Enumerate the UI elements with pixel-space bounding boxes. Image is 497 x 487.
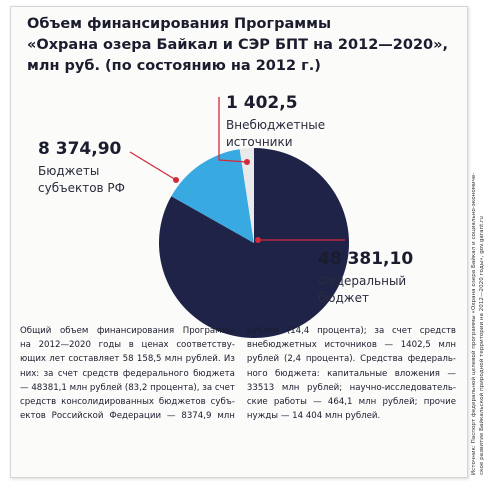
leader-line — [218, 97, 248, 163]
text-line: внебюджетных источников — 1402,5 млн — [246, 340, 456, 351]
text-line: нужды — 14 404 млн рублей. — [246, 411, 381, 422]
pie-slice — [171, 149, 254, 243]
leader-line — [129, 151, 177, 181]
text-line: ного бюджета: капитальные вложения — — [246, 368, 456, 379]
text-line: — 48381,1 млн рублей (83,2 процента), за… — [20, 382, 235, 393]
text-line: ющих лет составляет 58 158,5 млн рублей.… — [20, 354, 235, 365]
leader-dot — [173, 177, 179, 183]
chart-title: Объем финансирования Программы — [27, 16, 331, 32]
text-line: ские работы — 464,1 млн рублей; прочие — [246, 397, 456, 408]
text-column: рублей (14,4 процента); за счет средств в… — [247, 324, 456, 423]
value-label: 48 381,10 — [318, 249, 413, 269]
text-line: ектов Российской Федерации — 8374,9 млн — [20, 411, 235, 422]
text-line: рублей (14,4 процента); за счет средств — [246, 326, 456, 336]
text-line: на 2012—2020 годы в ценах соответству- — [20, 340, 235, 351]
source: Источник: Паспорт федеральной целевой пр… — [470, 155, 486, 475]
source-line: ское развитие Байкальской природной терр… — [479, 216, 485, 475]
text-column: Общий объем финансирования Программы на 2… — [20, 324, 235, 423]
leader-dot — [255, 237, 261, 243]
value-label: 1 402,5 — [226, 93, 298, 113]
value-label: 8 374,90 — [38, 139, 122, 159]
chart-title: «Охрана озера Байкал и СЭР БПТ на 2012—2… — [27, 37, 448, 53]
leader-dot — [244, 159, 250, 165]
category-label: бюджет — [318, 291, 369, 305]
text-line: Общий объем финансирования Программы — [20, 326, 235, 336]
chart-title: млн руб. (по состоянию на 2012 г.) — [27, 58, 321, 74]
text-line: 33513 млн рублей; научно-исследователь- — [246, 382, 456, 393]
text-line: них: за счет средств федерального бюджет… — [20, 368, 235, 379]
pie-slice — [239, 148, 254, 243]
category-label: Бюджеты — [38, 164, 99, 178]
body-text: Общий объем финансирования Программы на 2… — [20, 324, 456, 423]
category-label: Федеральный — [318, 274, 406, 288]
text-line: средств консолидированных бюджетов субъ- — [20, 397, 235, 408]
text-line: рублей (2,4 процента). Средства федераль… — [246, 354, 456, 365]
category-label: источники — [226, 135, 293, 149]
source-line: Источник: Паспорт федеральной целевой пр… — [471, 172, 477, 475]
category-label: субъектов РФ — [38, 181, 125, 195]
category-label: Внебюджетные — [226, 118, 325, 132]
